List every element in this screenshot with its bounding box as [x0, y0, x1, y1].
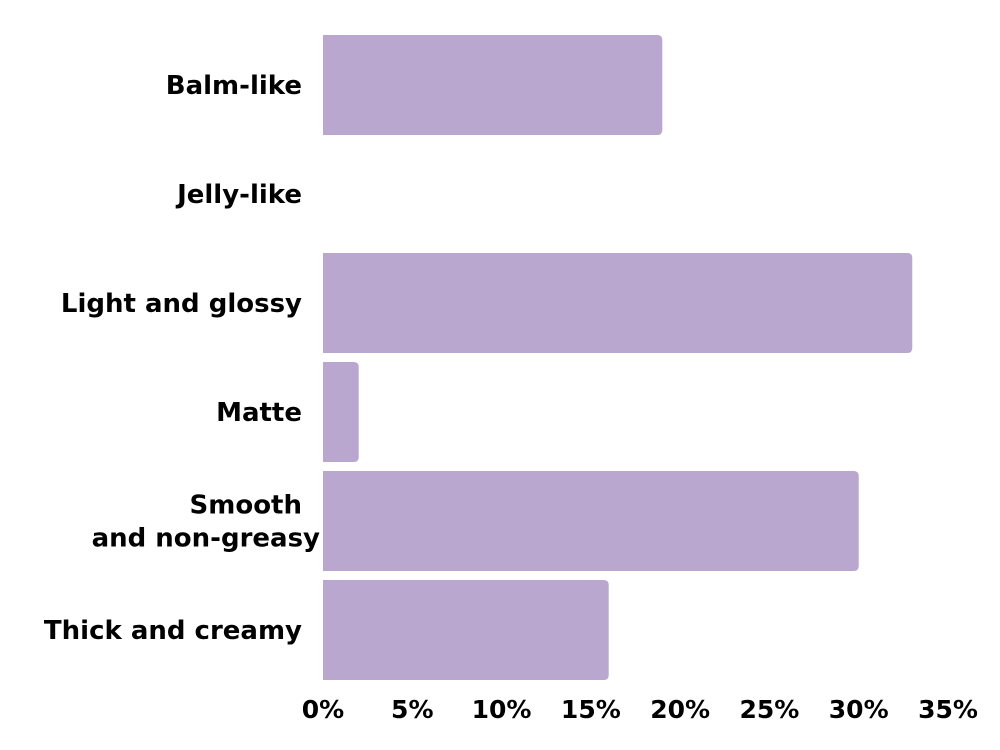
x-tick-label: 30%	[829, 695, 889, 724]
category-label-1: Jelly-like	[175, 180, 302, 210]
category-label-line: Smooth	[190, 491, 302, 521]
bar-5	[323, 580, 609, 680]
x-tick-label: 15%	[561, 695, 621, 724]
x-tick-label: 20%	[650, 695, 710, 724]
x-tick-label: 35%	[918, 695, 978, 724]
x-tick-label: 25%	[740, 695, 800, 724]
category-label-3: Matte	[216, 398, 302, 428]
x-tick-label: 10%	[472, 695, 532, 724]
category-label-0: Balm-like	[166, 71, 302, 101]
bar-3	[323, 362, 359, 462]
category-labels-group: Balm-like Jelly-like Light and glossy Matte…	[44, 71, 320, 646]
x-axis-tick-labels: 0% 5% 10% 15% 20% 25% 30% 35%	[302, 695, 978, 724]
category-label-line: and non-greasy	[92, 524, 320, 554]
category-label-line: Balm-like	[166, 71, 302, 101]
bars-group	[323, 35, 913, 680]
category-label-4: Smooth and non-greasy	[92, 491, 320, 554]
category-label-line: Jelly-like	[175, 180, 302, 210]
category-label-2: Light and glossy	[61, 289, 302, 319]
bar-0	[323, 35, 663, 135]
bar-2	[323, 253, 913, 353]
category-label-5: Thick and creamy	[44, 616, 302, 646]
x-tick-label: 5%	[391, 695, 433, 724]
category-label-line: Light and glossy	[61, 289, 302, 319]
category-label-line: Thick and creamy	[44, 616, 302, 646]
x-tick-label: 0%	[302, 695, 344, 724]
bar-4	[323, 471, 859, 571]
category-label-line: Matte	[216, 398, 302, 428]
